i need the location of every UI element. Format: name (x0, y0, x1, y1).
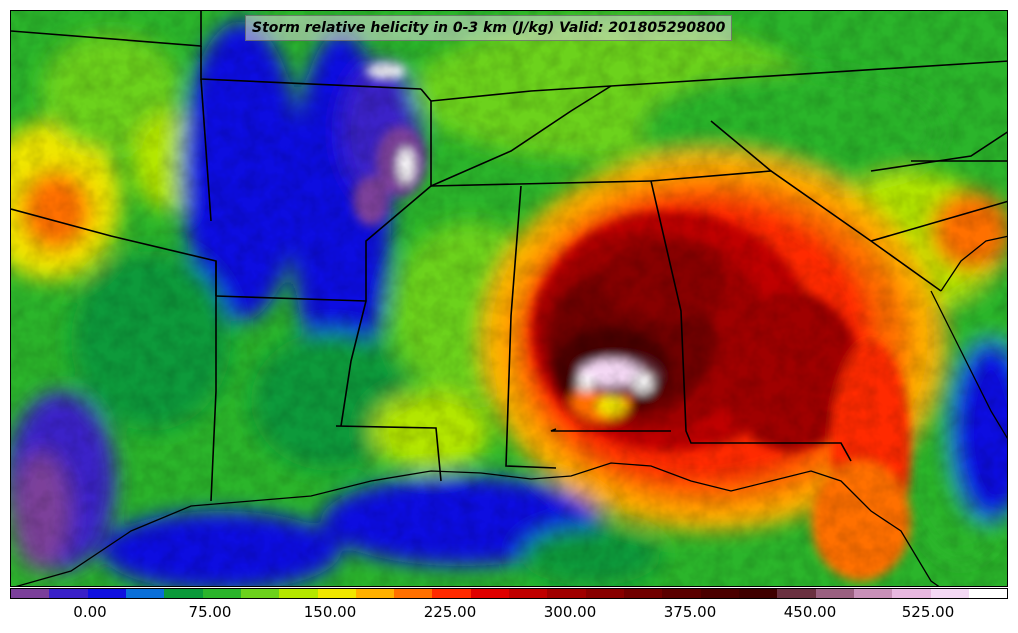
colorbar-segment (87, 589, 126, 598)
colorbar-segment (930, 589, 969, 598)
colorbar-tick-label: 525.00 (901, 603, 955, 621)
colorbar-segment (738, 589, 778, 598)
colorbar-segment (777, 589, 816, 598)
map-canvas (11, 11, 1007, 586)
colorbar-tick-label: 0.00 (73, 603, 107, 621)
colorbar-segment (968, 589, 1008, 598)
colorbar-tick-label: 75.00 (188, 603, 232, 621)
colorbar-tick-label: 375.00 (663, 603, 717, 621)
colorbar-segment (432, 589, 471, 598)
colorbar-segment (355, 589, 395, 598)
colorbar-tick-label: 450.00 (783, 603, 837, 621)
colorbar-segment (164, 589, 203, 598)
colorbar-segment (509, 589, 548, 598)
colorbar (10, 588, 1008, 599)
colorbar-segment (585, 589, 624, 598)
coastline (15, 235, 1007, 586)
colorbar-tick-label: 300.00 (543, 603, 597, 621)
colorbar-segment (202, 589, 241, 598)
colorbar-segment (11, 589, 50, 598)
colorbar-segment (815, 589, 854, 598)
colorbar-segment (317, 589, 356, 598)
colorbar-segment (853, 589, 893, 598)
colorbar-tick-label: 225.00 (423, 603, 477, 621)
colorbar-tick-label: 150.00 (303, 603, 357, 621)
colorbar-segment (624, 589, 663, 598)
colorbar-segment (240, 589, 280, 598)
colorbar-segment (547, 589, 586, 598)
colorbar-segment (700, 589, 739, 598)
colorbar-segment (394, 589, 433, 598)
helicity-map (10, 10, 1008, 587)
map-title: Storm relative helicity in 0-3 km (J/kg)… (245, 15, 733, 41)
colorbar-segment (662, 589, 701, 598)
colorbar-segment (470, 589, 510, 598)
colorbar-segment (49, 589, 88, 598)
colorbar-segment (892, 589, 931, 598)
colorbar-ticks: 0.00 75.00 150.00 225.00 300.00 375.00 450.00 5… (10, 600, 1008, 630)
colorbar-segment (125, 589, 165, 598)
colorbar-segment (279, 589, 318, 598)
state-boundaries (11, 11, 1007, 502)
